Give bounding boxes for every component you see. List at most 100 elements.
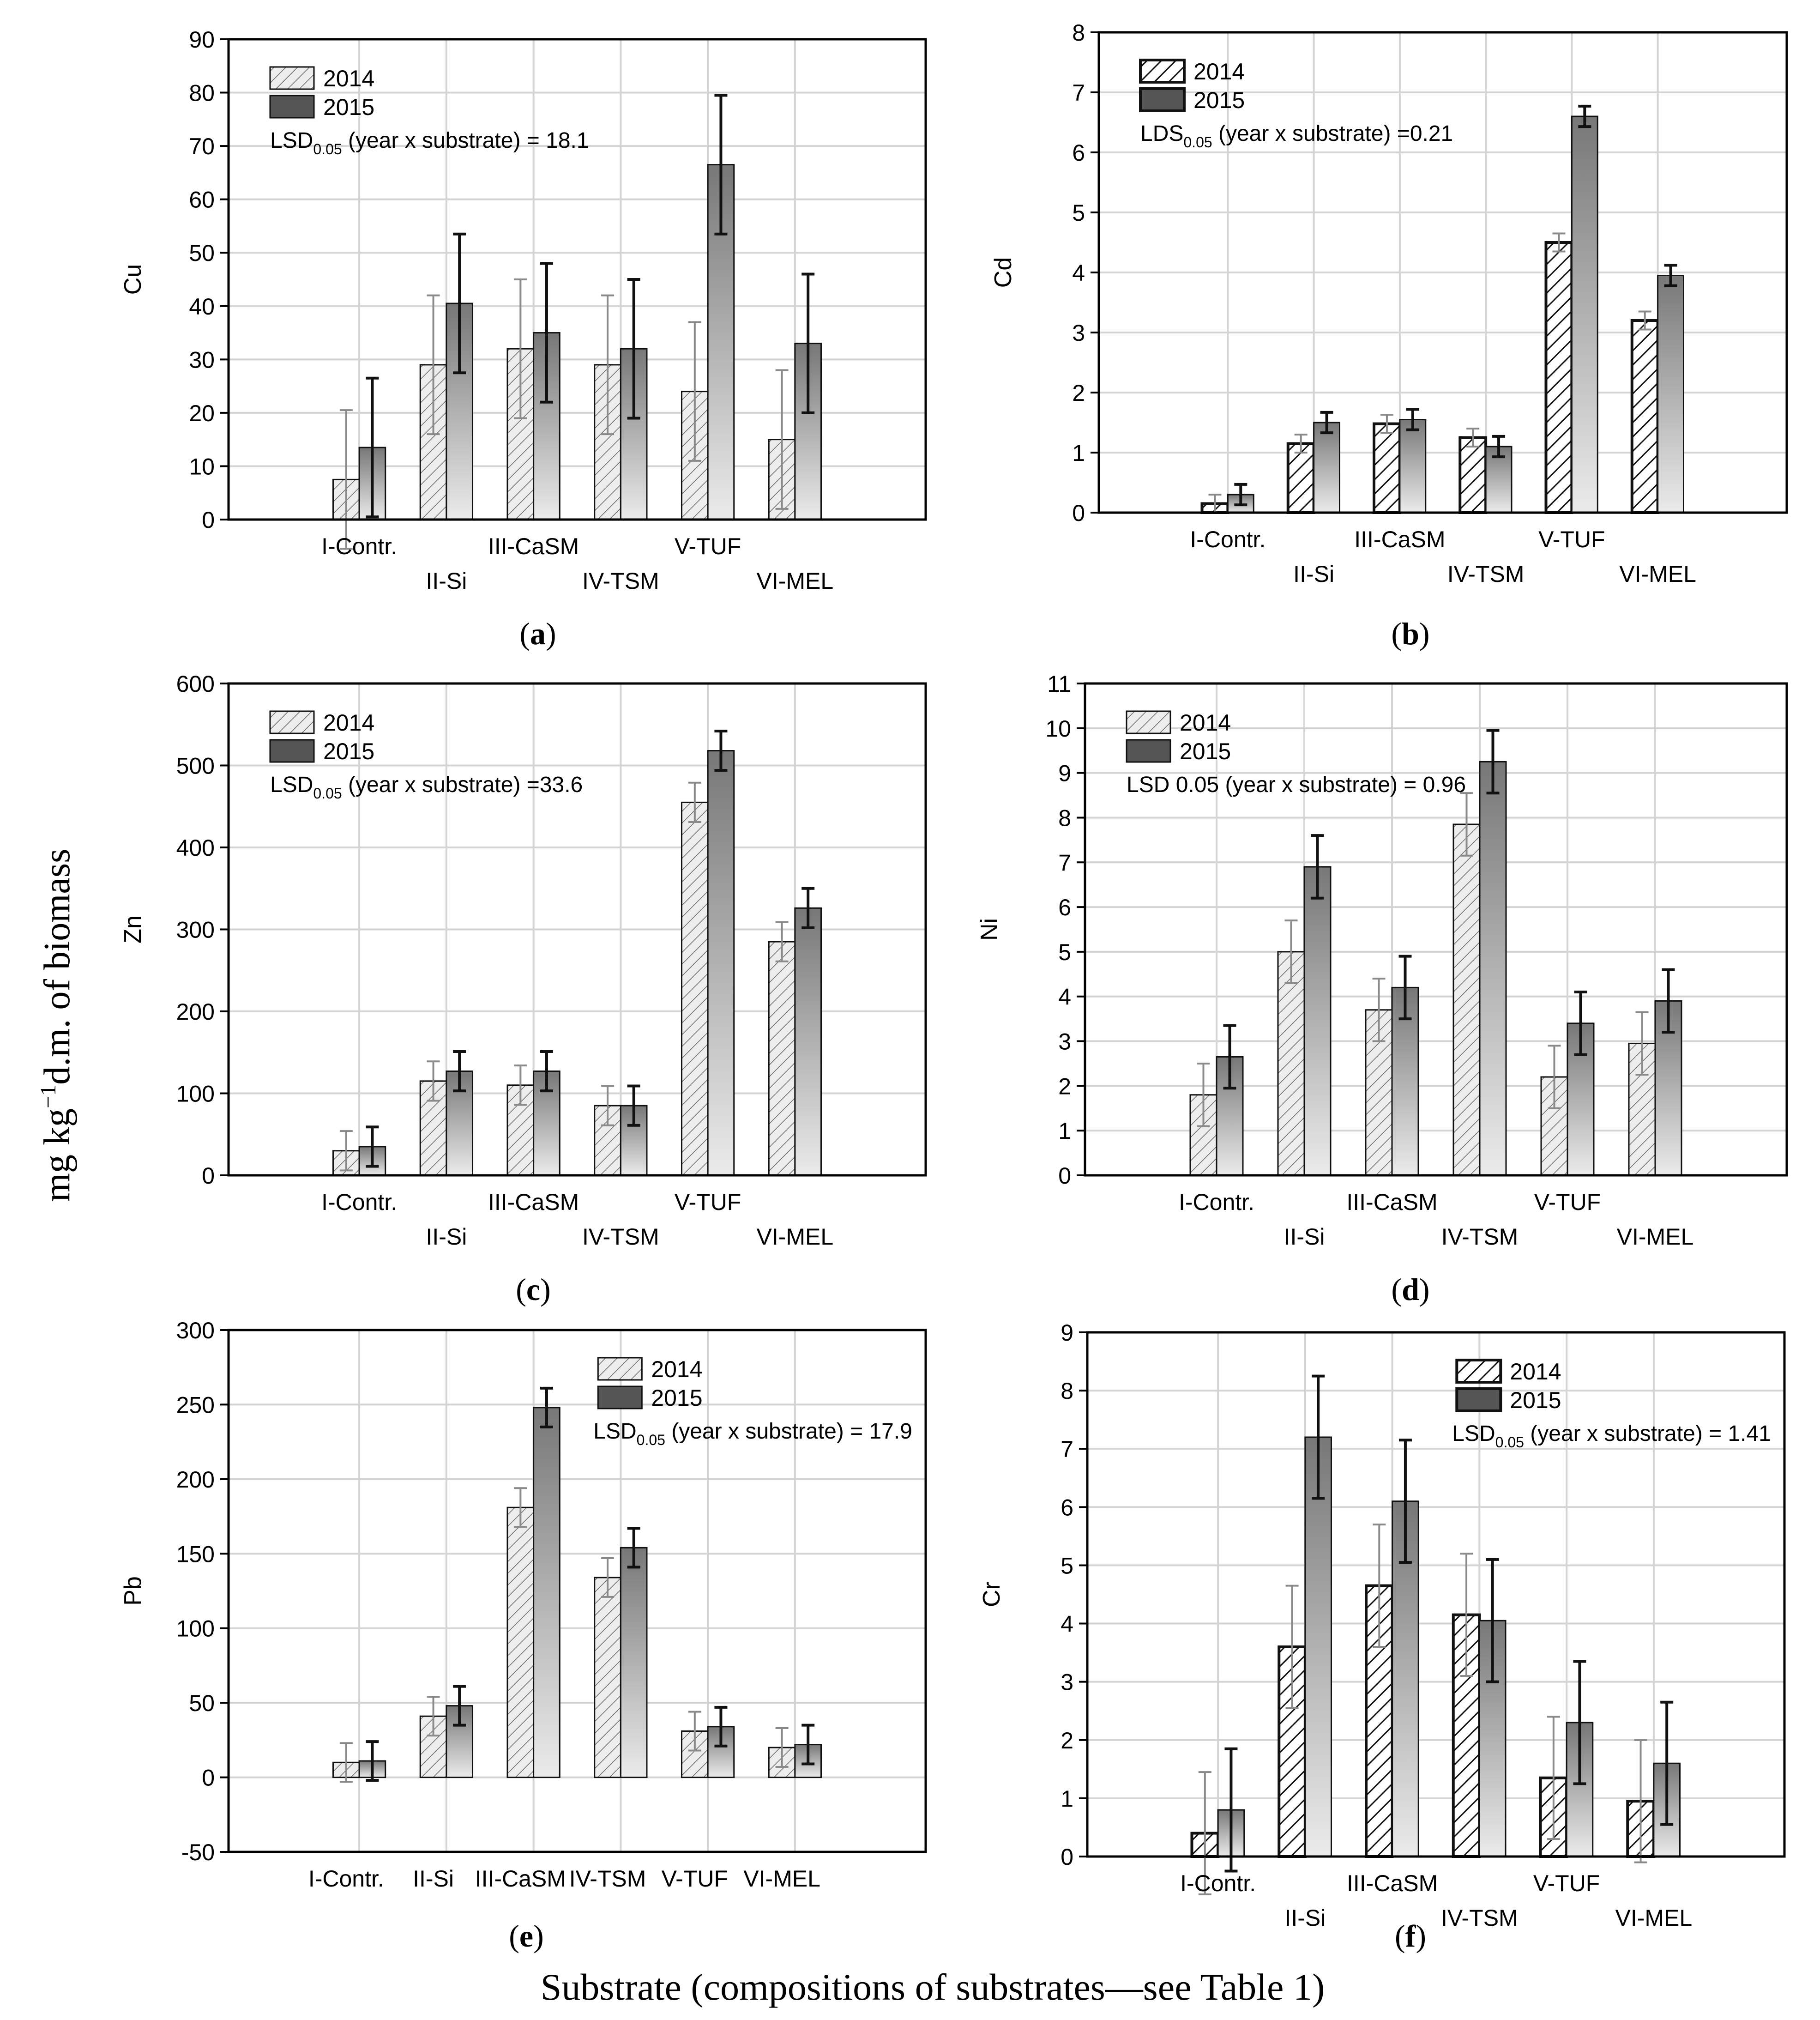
category-label: VI-MEL: [757, 568, 834, 594]
y-tick-label: 1: [1061, 1786, 1073, 1812]
chart-panel-d: 0 1 2 3 4 5 6 7 8 9 10 11 Ni I-Contr. II-Si III-CaSMIV-…: [976, 671, 1788, 1307]
legend-label-2015: 2015: [1510, 1387, 1561, 1413]
y-tick-label: 40: [189, 294, 215, 320]
legend-swatch-2015: [597, 1385, 643, 1409]
category-label: I-Contr.: [1180, 1870, 1256, 1896]
category-label: III-CaSM: [1346, 1189, 1437, 1215]
y-tick-label: 0: [1058, 1163, 1071, 1189]
plot-frame: [1084, 682, 1788, 1177]
panel-label: (c): [516, 1272, 551, 1307]
y-tick-label: 4: [1061, 1611, 1073, 1637]
category-label: IV-TSM: [569, 1866, 646, 1892]
y-tick-label: 0: [1061, 1844, 1073, 1870]
y-tick-label: 2: [1072, 380, 1085, 406]
category-label: III-CaSM: [488, 533, 579, 559]
category-label: II-Si: [426, 1224, 467, 1250]
legend-swatch-2014: [269, 710, 315, 734]
y-tick-label: 5: [1072, 200, 1085, 226]
category-label: III-CaSM: [475, 1866, 566, 1892]
panel-label: (b): [1391, 616, 1429, 651]
y-axis-label: mg kg−1d.m. of biomass: [36, 849, 78, 1202]
legend-swatch-2015: [1455, 1387, 1502, 1412]
y-axis-title: Cu: [120, 264, 146, 295]
y-tick-label: -50: [181, 1839, 215, 1865]
y-tick-label: 50: [189, 240, 215, 266]
category-label: II-Si: [426, 568, 467, 594]
bar-2014-IV-TSM: [1452, 823, 1481, 1176]
bar-2014-II-Si: [1286, 442, 1315, 514]
legend-swatch-2014: [269, 66, 315, 90]
category-label: V-TUF: [1534, 1189, 1601, 1215]
y-tick-label: 5: [1061, 1553, 1073, 1579]
category-label: VI-MEL: [1617, 1224, 1694, 1250]
category-label: VI-MEL: [743, 1866, 820, 1892]
legend-label-2014: 2014: [323, 710, 374, 736]
y-tick-label: 9: [1061, 1320, 1073, 1346]
chart-panel-a: 0 10 20 30 40 50 60 70 80 90 Cu I-Contr. II-Si III-Ca…: [120, 27, 927, 651]
plot-frame: [227, 38, 927, 521]
legend-label-2014: 2014: [1193, 59, 1245, 85]
category-label: VI-MEL: [757, 1224, 834, 1250]
bar-2014-VI-MEL: [1630, 319, 1659, 514]
y-tick-label: 250: [176, 1392, 215, 1418]
y-tick-label: 3: [1058, 1029, 1071, 1055]
y-axis-title: Zn: [120, 915, 146, 943]
category-label: I-Contr.: [321, 1189, 397, 1215]
bar-2015-II-Si: [1304, 1436, 1332, 1857]
chart-panel-c: 0 100 200 300 400 500 600 Zn I-Contr. II-Si III-Ca…: [120, 671, 927, 1307]
lsd-annotation: LSD 0.05 (year x substrate) = 0.96: [1127, 773, 1466, 797]
lsd-annotation: LSD0.05 (year x substrate) = 18.1: [270, 128, 589, 157]
bar-2014-VI-MEL: [768, 941, 796, 1176]
category-label: V-TUF: [675, 533, 741, 559]
y-tick-label: 70: [189, 133, 215, 159]
legend-swatch-2015: [1139, 87, 1186, 112]
bar-2014-III-CaSM: [1373, 422, 1401, 514]
y-tick-label: 5: [1058, 939, 1071, 965]
panel-label: (e): [509, 1918, 544, 1953]
category-label: IV-TSM: [1441, 1224, 1519, 1250]
bar-2014-IV-TSM: [1458, 436, 1488, 514]
category-label: III-CaSM: [1354, 526, 1445, 552]
y-tick-label: 4: [1072, 260, 1085, 286]
y-tick-label: 8: [1072, 20, 1085, 46]
y-tick-label: 7: [1058, 850, 1071, 876]
y-tick-label: 90: [189, 27, 215, 53]
chart-panel-e: -50 0 50 100 150 200 250 300 Pb I-Contr. II-Si III-…: [120, 1318, 927, 1953]
y-tick-label: 80: [189, 80, 215, 106]
y-axis-title: Cr: [978, 1582, 1005, 1607]
y-tick-label: 200: [176, 1467, 215, 1493]
bar-2015-V-TUF: [707, 750, 735, 1176]
category-label: VI-MEL: [1615, 1905, 1693, 1931]
y-tick-label: 500: [176, 753, 215, 779]
legend-swatch-2014: [1126, 710, 1171, 734]
y-tick-label: 0: [202, 1765, 215, 1791]
bar-2015-VI-MEL: [1657, 275, 1684, 514]
panel-label: (f): [1395, 1918, 1426, 1953]
category-label: I-Contr.: [1190, 526, 1266, 552]
category-label: V-TUF: [662, 1866, 728, 1892]
legend-swatch-2015: [269, 95, 315, 119]
bar-2015-II-Si: [1303, 866, 1332, 1176]
legend-swatch-2015: [269, 739, 315, 763]
panel-label: (d): [1391, 1272, 1429, 1307]
y-tick-label: 300: [176, 917, 215, 943]
y-tick-label: 0: [202, 507, 215, 533]
y-tick-label: 6: [1072, 140, 1085, 166]
panel-label: (a): [519, 616, 556, 651]
legend-label-2014: 2014: [1510, 1359, 1561, 1385]
y-tick-label: 7: [1072, 80, 1085, 106]
category-label: I-Contr.: [1179, 1189, 1254, 1215]
category-label: V-TUF: [675, 1189, 741, 1215]
legend-label-2014: 2014: [651, 1356, 702, 1382]
bar-2014-V-TUF: [681, 801, 709, 1176]
bar-2015-III-CaSM: [533, 332, 560, 520]
category-label: V-TUF: [1538, 526, 1605, 552]
category-label: I-Contr.: [321, 533, 397, 559]
x-axis-label: Substrate (compositions of substrates—se…: [541, 1966, 1325, 2008]
y-tick-label: 100: [176, 1081, 215, 1107]
y-tick-label: 100: [176, 1616, 215, 1642]
y-tick-label: 10: [1045, 716, 1071, 742]
category-label: I-Contr.: [308, 1866, 384, 1892]
